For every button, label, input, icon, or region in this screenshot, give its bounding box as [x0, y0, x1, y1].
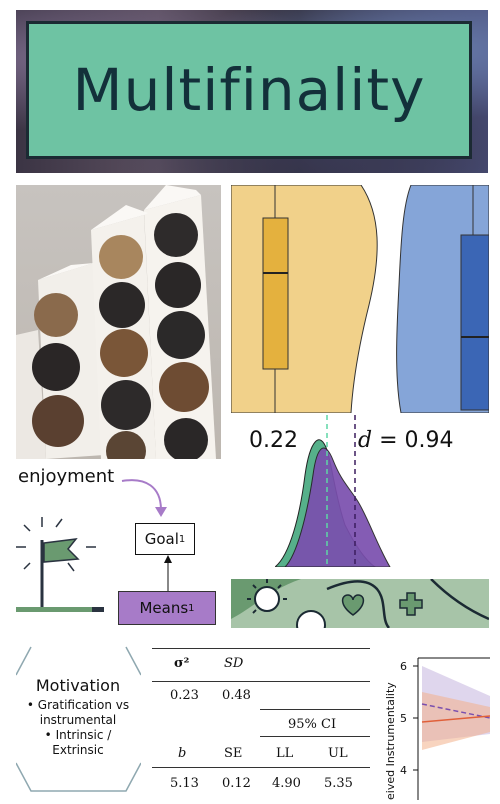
band-orange [422, 692, 490, 750]
table-cell: 0.12 [222, 776, 251, 791]
enjoyment-label: enjoyment [18, 466, 115, 487]
instrumentality-plot: eived Instrumentality 6 5 4 [380, 652, 491, 800]
line-orange [421, 715, 491, 723]
stat-effect-size: d = 0.94 [358, 428, 454, 453]
goal-means-diagram [16, 465, 226, 630]
heart-icon [341, 594, 365, 616]
motivation-panel: Motivation • Gratification vs instrument… [18, 676, 138, 758]
table-cell: 0.48 [222, 688, 251, 703]
motivation-bullet: • Gratification vs instrumental [26, 698, 130, 727]
goal-box: Goal 1 [135, 523, 195, 555]
sun-icon [247, 579, 287, 614]
icons-strip [231, 579, 489, 628]
flag-icon [16, 517, 96, 607]
means-box: Means 1 [118, 591, 216, 625]
table-cell: 5.35 [324, 776, 353, 791]
violin-yellow [231, 185, 378, 413]
plus-icon [399, 592, 423, 616]
table-header: σ² [174, 656, 190, 671]
table-cell: 5.13 [170, 776, 199, 791]
table-cell: 0.23 [170, 688, 199, 703]
tick-label: 5 [400, 712, 407, 725]
tick-label: 4 [400, 764, 407, 777]
table-header: UL [328, 746, 348, 761]
motivation-bullet: • Intrinsic / Extrinsic [44, 728, 112, 757]
smiley-icon [296, 610, 326, 628]
stat-correlation: 0.22 [249, 428, 298, 453]
energy-balls-photo [16, 185, 221, 459]
boxplot-yellow [262, 217, 289, 370]
title-banner: Multifinality [26, 21, 472, 159]
table-header: LL [276, 746, 294, 761]
ci-header: 95% CI [288, 717, 337, 732]
violin-plot [231, 185, 489, 413]
y-axis-label: eived Instrumentality [384, 682, 397, 800]
page-title: Multifinality [72, 56, 426, 124]
density-plot [273, 415, 395, 568]
motivation-title: Motivation [35, 676, 121, 695]
table-header: SE [224, 746, 243, 761]
stats-table: σ² SD 0.23 0.48 95% CI b SE LL UL 5.13 0… [152, 648, 370, 795]
density-purple [283, 447, 391, 568]
table-header: b [178, 746, 187, 761]
line-purple [421, 703, 491, 719]
table-cell: 4.90 [272, 776, 301, 791]
boxplot-blue [460, 234, 489, 411]
table-header: SD [224, 656, 244, 671]
motivation-hexagon [15, 645, 142, 795]
tick-label: 6 [400, 660, 407, 673]
